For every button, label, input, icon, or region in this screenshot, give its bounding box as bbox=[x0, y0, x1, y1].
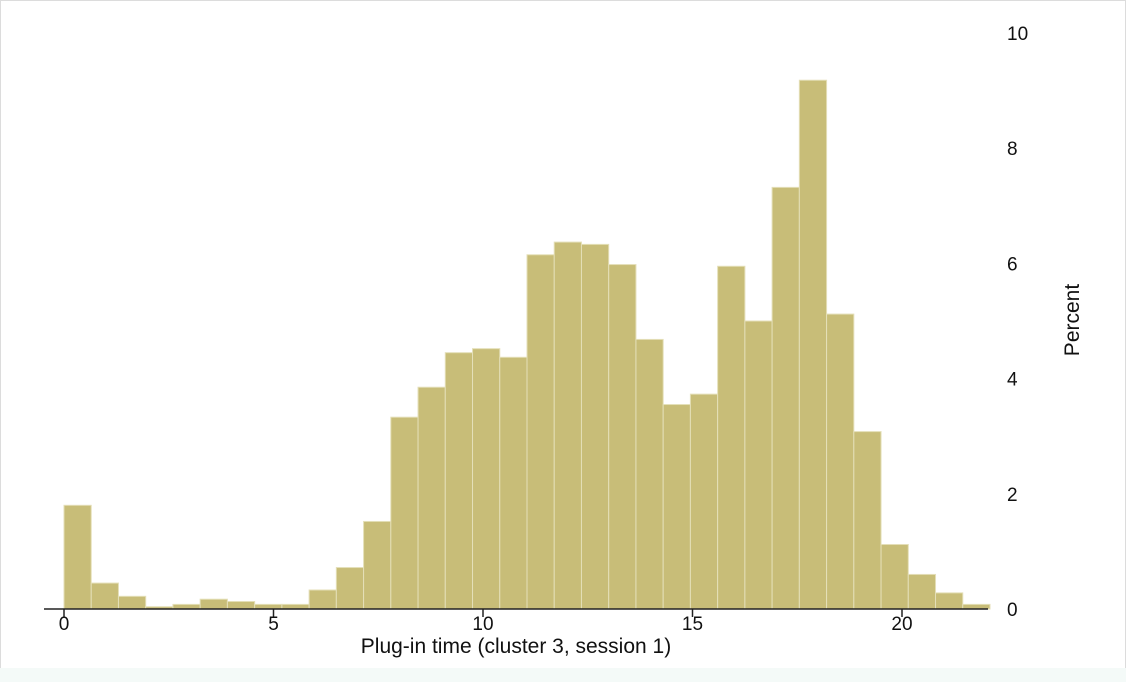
histogram-bar-15 bbox=[472, 348, 501, 610]
y-tick-label-1: 2 bbox=[1007, 485, 1018, 506]
y-tick-label-4: 8 bbox=[1007, 139, 1018, 160]
histogram-bar-1 bbox=[90, 582, 119, 610]
histogram-bar-5 bbox=[199, 598, 228, 610]
histogram-bar-14 bbox=[444, 352, 474, 610]
histogram-bar-31 bbox=[907, 573, 937, 610]
y-tick-label-2: 4 bbox=[1007, 370, 1018, 391]
histogram-bar-25 bbox=[744, 320, 773, 610]
histogram-bar-16 bbox=[499, 356, 528, 610]
histogram-bar-28 bbox=[826, 313, 855, 610]
histogram-bar-27 bbox=[798, 79, 828, 610]
histogram-bar-18 bbox=[553, 241, 582, 610]
histogram-bar-22 bbox=[662, 404, 691, 610]
histogram-bar-9 bbox=[308, 589, 337, 610]
histogram-bar-21 bbox=[635, 338, 664, 610]
x-tick-label-3: 15 bbox=[682, 614, 703, 635]
x-tick-label-1: 5 bbox=[268, 614, 279, 635]
histogram-bar-13 bbox=[417, 386, 446, 610]
x-tick-label-2: 10 bbox=[472, 614, 493, 635]
histogram-bar-19 bbox=[580, 243, 610, 610]
y-tick-label-5: 10 bbox=[1007, 24, 1028, 45]
histogram-bar-12 bbox=[390, 416, 419, 610]
histogram-bar-26 bbox=[771, 186, 800, 610]
bars-group bbox=[63, 79, 991, 610]
histogram-bar-17 bbox=[526, 254, 555, 610]
histogram-bar-2 bbox=[117, 595, 147, 610]
histogram-bar-0 bbox=[63, 504, 92, 610]
histogram-bar-32 bbox=[935, 592, 964, 610]
y-tick-label-3: 6 bbox=[1007, 254, 1018, 275]
y-ticks-group: 0 2 4 6 8 10 bbox=[1007, 24, 1028, 621]
histogram-bar-20 bbox=[608, 264, 637, 610]
histogram-bar-23 bbox=[689, 393, 719, 610]
histogram-bar-24 bbox=[717, 265, 746, 610]
y-tick-label-0: 0 bbox=[1007, 600, 1018, 621]
x-ticks-group: 0 5 10 15 20 bbox=[59, 609, 913, 635]
histogram-bar-11 bbox=[363, 520, 392, 610]
bottom-strip bbox=[0, 668, 1126, 682]
histogram-bar-6 bbox=[226, 601, 256, 610]
y-axis-title: Percent bbox=[1061, 284, 1084, 357]
histogram-bar-30 bbox=[880, 543, 909, 610]
x-tick-label-0: 0 bbox=[59, 614, 70, 635]
x-tick-label-4: 20 bbox=[891, 614, 912, 635]
x-axis-title: Plug-in time (cluster 3, session 1) bbox=[361, 635, 671, 658]
histogram-bar-29 bbox=[853, 431, 882, 610]
histogram-bar-10 bbox=[335, 567, 365, 610]
